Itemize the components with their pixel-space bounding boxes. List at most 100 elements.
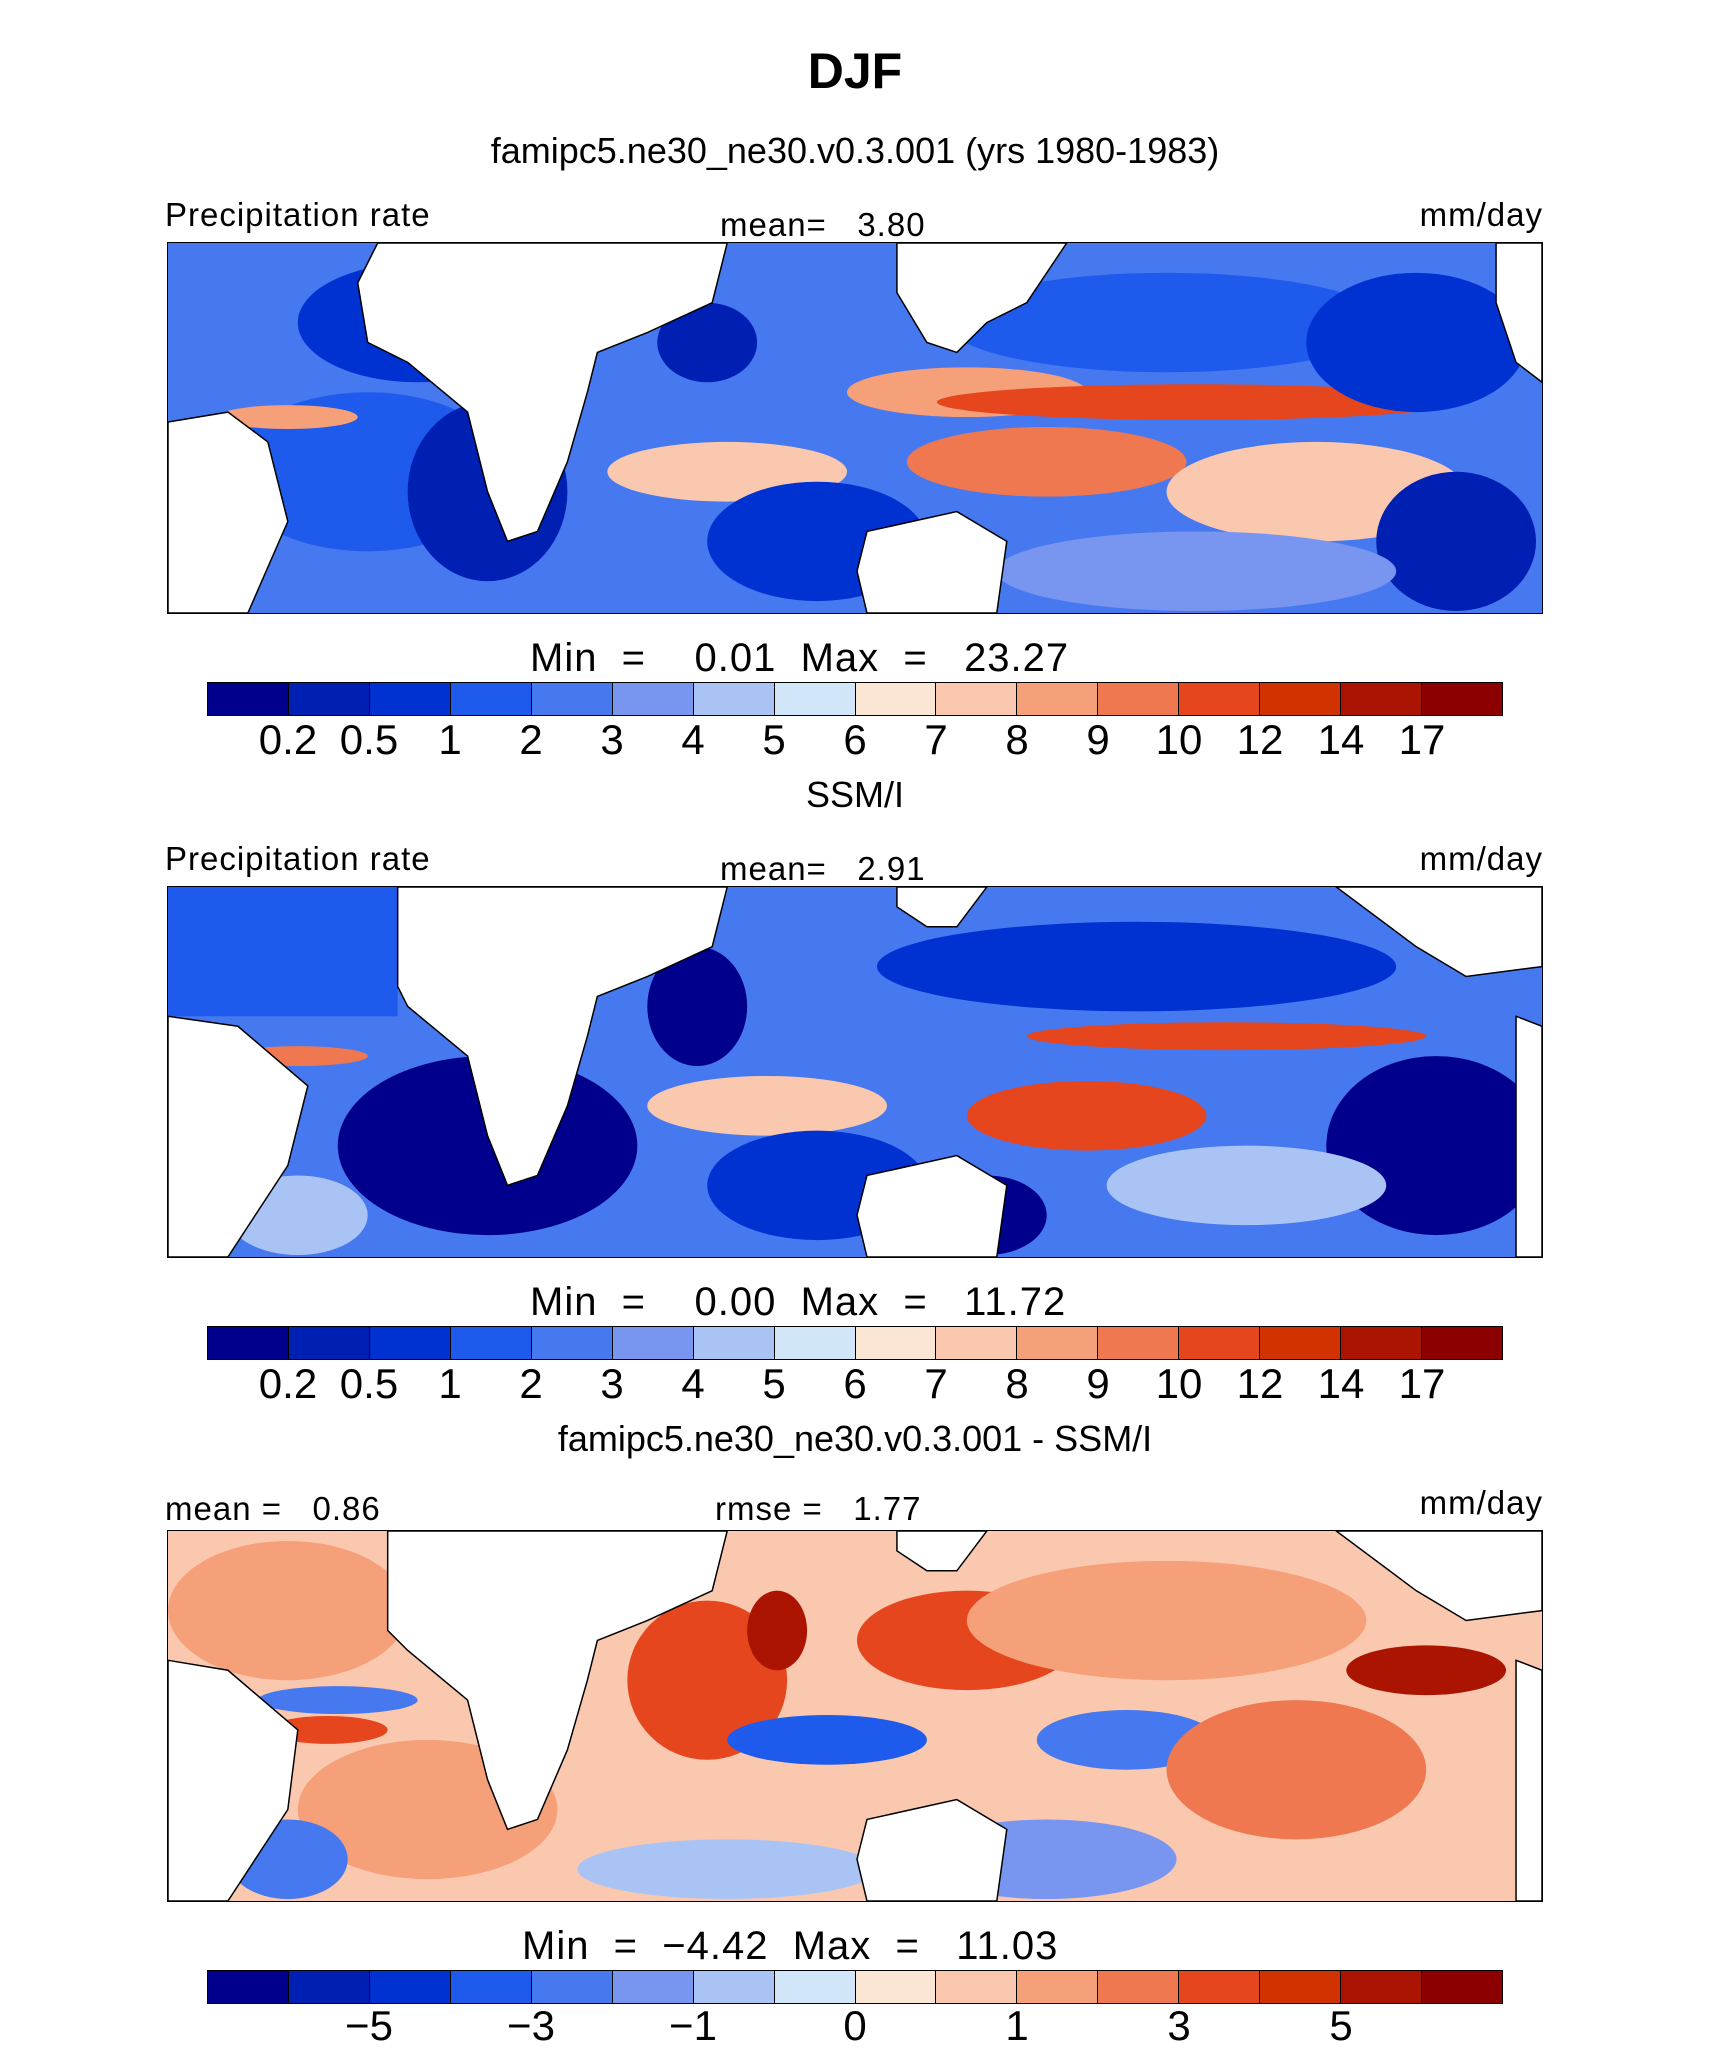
colorbar-swatch [208, 683, 289, 715]
colorbar-tick-label: 1 [438, 716, 462, 763]
panel3-heading: famipc5.ne30_ne30.v0.3.001 - SSM/I [557, 1418, 1153, 1459]
panel3-rmse-label: rmse = 1.77 [715, 1490, 922, 1527]
panel1-heading: famipc5.ne30_ne30.v0.3.001 (yrs 1980-198… [490, 130, 1220, 171]
panel2-map-field [168, 887, 1542, 1257]
panel2-units-label: mm/day [1419, 840, 1543, 877]
panel1-variable-label: Precipitation rate [165, 196, 431, 233]
colorbar-swatch [855, 1327, 937, 1359]
colorbar-swatch [531, 683, 613, 715]
colorbar-tick-label: 6 [843, 1360, 867, 1407]
panel1-colorbar [207, 682, 1503, 716]
colorbar-tick-label: 12 [1236, 1360, 1284, 1407]
panel2-map [167, 886, 1543, 1258]
colorbar-tick-label: 17 [1398, 716, 1446, 763]
colorbar-swatch [936, 1327, 1018, 1359]
colorbar-swatch [774, 1327, 856, 1359]
colorbar-swatch [531, 1971, 613, 2003]
colorbar-swatch [774, 1971, 856, 2003]
panel3-map [167, 1530, 1543, 1902]
panel1-mean-label: mean= 3.80 [720, 206, 926, 243]
colorbar-tick-label: 8 [1005, 1360, 1029, 1407]
colorbar-tick-label: −1 [669, 2002, 717, 2049]
colorbar-swatch [612, 683, 694, 715]
colorbar-swatch [1098, 1327, 1180, 1359]
colorbar-tick-label: 5 [1329, 2002, 1353, 2049]
panel1-map [167, 242, 1543, 614]
panel2-heading: SSM/I [805, 774, 904, 815]
colorbar-tick-label: 1 [438, 1360, 462, 1407]
colorbar-swatch [1341, 1327, 1423, 1359]
colorbar-tick-label: 3 [600, 1360, 624, 1407]
panel2-colorbar [207, 1326, 1503, 1360]
colorbar-tick-label: 8 [1005, 716, 1029, 763]
colorbar-swatch [208, 1327, 289, 1359]
colorbar-tick-label: 0.5 [339, 716, 399, 763]
panel1-colorbar-ticks: 0.2 0.5 1 2 3 4 5 6 7 8 9 10 12 14 17 [207, 716, 1503, 763]
colorbar-swatch [1422, 1327, 1502, 1359]
colorbar-tick-label: 0.5 [339, 1360, 399, 1407]
colorbar-tick-label: 7 [924, 716, 948, 763]
colorbar-swatch [1422, 1971, 1502, 2003]
colorbar-swatch [531, 1327, 613, 1359]
panel2-mean-label: mean= 2.91 [720, 850, 926, 887]
colorbar-swatch [450, 683, 532, 715]
colorbar-swatch [612, 1327, 694, 1359]
colorbar-swatch [369, 683, 451, 715]
colorbar-swatch [288, 683, 370, 715]
colorbar-tick-label: −3 [507, 2002, 555, 2049]
colorbar-tick-label: −5 [345, 2002, 393, 2049]
colorbar-tick-label: 14 [1317, 1360, 1365, 1407]
colorbar-swatch [450, 1971, 532, 2003]
colorbar-tick-label: 4 [681, 1360, 705, 1407]
colorbar-swatch [1422, 683, 1502, 715]
colorbar-swatch [693, 1971, 775, 2003]
colorbar-tick-label: 6 [843, 716, 867, 763]
colorbar-swatch [1179, 1327, 1261, 1359]
colorbar-swatch [1341, 683, 1423, 715]
colorbar-tick-label: 1 [1005, 2002, 1029, 2049]
colorbar-swatch [1017, 1971, 1099, 2003]
colorbar-tick-label: 3 [1167, 2002, 1191, 2049]
colorbar-tick-label: 3 [600, 716, 624, 763]
colorbar-tick-label: 5 [762, 1360, 786, 1407]
colorbar-tick-label: 5 [762, 716, 786, 763]
colorbar-swatch [936, 1971, 1018, 2003]
colorbar-tick-label: 12 [1236, 716, 1284, 763]
panel1-map-field [168, 243, 1542, 613]
colorbar-tick-label: 4 [681, 716, 705, 763]
colorbar-tick-label: 0.2 [258, 716, 318, 763]
panel3-colorbar-ticks: −5 −3 −1 0 1 3 5 [207, 2002, 1503, 2049]
panel1-min-max: Min = 0.01 Max = 23.27 [530, 636, 1070, 680]
colorbar-swatch [855, 1971, 937, 2003]
panel2-variable-label: Precipitation rate [165, 840, 431, 877]
colorbar-swatch [288, 1327, 370, 1359]
panel2-min-max: Min = 0.00 Max = 11.72 [530, 1280, 1067, 1324]
colorbar-swatch [612, 1971, 694, 2003]
panel2-colorbar-ticks: 0.2 0.5 1 2 3 4 5 6 7 8 9 10 12 14 17 [207, 1360, 1503, 1407]
colorbar-tick-label: 2 [519, 1360, 543, 1407]
colorbar-swatch [1260, 1971, 1342, 2003]
panel1-units-label: mm/day [1419, 196, 1543, 233]
colorbar-swatch [1260, 683, 1342, 715]
colorbar-swatch [774, 683, 856, 715]
colorbar-swatch [693, 683, 775, 715]
panel3-units-label: mm/day [1419, 1484, 1543, 1521]
colorbar-tick-label: 0 [843, 2002, 867, 2049]
season-title: DJF [807, 43, 903, 99]
colorbar-swatch [855, 683, 937, 715]
colorbar-swatch [1179, 1971, 1261, 2003]
colorbar-tick-label: 9 [1086, 716, 1110, 763]
colorbar-tick-label: 0.2 [258, 1360, 318, 1407]
colorbar-tick-label: 2 [519, 716, 543, 763]
colorbar-tick-label: 14 [1317, 716, 1365, 763]
colorbar-swatch [1260, 1327, 1342, 1359]
colorbar-swatch [936, 683, 1018, 715]
colorbar-swatch [693, 1327, 775, 1359]
colorbar-swatch [450, 1327, 532, 1359]
colorbar-swatch [1017, 683, 1099, 715]
colorbar-swatch [1017, 1327, 1099, 1359]
colorbar-swatch [369, 1327, 451, 1359]
colorbar-tick-label: 17 [1398, 1360, 1446, 1407]
panel3-min-max: Min = −4.42 Max = 11.03 [522, 1924, 1059, 1968]
colorbar-tick-label: 7 [924, 1360, 948, 1407]
